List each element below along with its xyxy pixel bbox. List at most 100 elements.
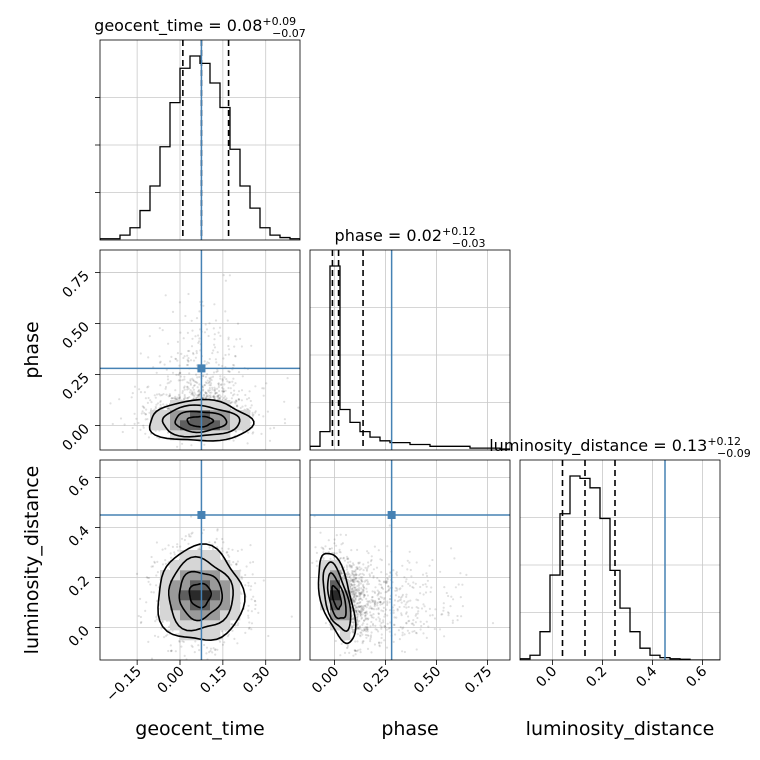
sample-point	[228, 381, 232, 384]
panel-phase-vs-geocent-time	[99, 249, 301, 451]
density-cell	[200, 610, 211, 621]
sample-point	[412, 624, 415, 627]
sample-point	[352, 621, 355, 624]
sample-point	[355, 609, 358, 612]
sample-point	[367, 600, 370, 604]
sample-point	[352, 578, 355, 581]
sample-point	[234, 382, 237, 385]
sample-point	[454, 586, 457, 589]
sample-point	[428, 564, 431, 567]
sample-point	[354, 588, 357, 591]
sample-point	[195, 373, 198, 376]
sample-point	[382, 610, 385, 613]
sample-point	[216, 387, 219, 390]
sample-point	[411, 630, 414, 633]
sample-point	[362, 569, 365, 572]
sample-point	[236, 642, 239, 645]
sample-point	[392, 611, 395, 615]
sample-point	[327, 551, 330, 554]
plot-area	[100, 250, 300, 450]
sample-point	[361, 608, 364, 611]
sample-point	[232, 377, 235, 380]
sample-point	[365, 603, 368, 606]
sample-point	[174, 650, 177, 653]
sample-point	[354, 572, 357, 575]
sample-point	[159, 399, 162, 403]
density-cell	[170, 590, 181, 601]
sample-point	[351, 598, 354, 601]
x-axis-label-geocent-time: geocent_time	[135, 718, 264, 740]
sample-point	[236, 624, 239, 627]
sample-point	[449, 605, 452, 608]
sample-point	[412, 581, 415, 584]
sample-point	[204, 375, 207, 378]
density-cell	[220, 560, 231, 571]
sample-point	[360, 608, 363, 612]
sample-point	[398, 638, 401, 641]
sample-point	[445, 591, 448, 595]
sample-point	[340, 572, 343, 575]
sample-point	[368, 607, 371, 610]
sample-point	[197, 644, 200, 647]
sample-point	[168, 625, 171, 628]
sample-point	[375, 618, 378, 621]
sample-point	[373, 603, 376, 606]
sample-point	[199, 393, 202, 396]
sample-point	[222, 390, 225, 393]
sample-point	[343, 651, 347, 655]
sample-point	[408, 561, 411, 564]
sample-point	[417, 599, 420, 602]
plot-area	[520, 460, 720, 660]
sample-point	[396, 609, 399, 612]
sample-point	[377, 597, 380, 600]
sample-point	[372, 616, 375, 619]
sample-point	[237, 622, 240, 625]
sample-point	[192, 353, 195, 356]
sample-point	[357, 595, 360, 598]
sample-point	[202, 394, 205, 397]
sample-point	[174, 395, 177, 398]
sample-point	[415, 598, 418, 601]
sample-point	[412, 586, 415, 589]
sample-point	[392, 609, 395, 612]
sample-point	[364, 566, 367, 569]
sample-point	[368, 600, 371, 603]
sample-point	[373, 590, 376, 593]
sample-point	[393, 623, 396, 627]
sample-point	[377, 592, 380, 595]
sample-point	[213, 333, 216, 336]
sample-point	[361, 633, 364, 636]
sample-point	[352, 590, 355, 593]
sample-point	[146, 418, 149, 421]
sample-point	[174, 397, 177, 400]
sample-point	[354, 568, 357, 571]
sample-point	[198, 310, 201, 313]
x-tick-label: 0.30	[240, 664, 273, 697]
sample-point	[408, 632, 411, 635]
sample-point	[372, 608, 376, 611]
sample-point	[353, 588, 356, 591]
sample-point	[450, 595, 453, 598]
sample-point	[351, 572, 354, 575]
sample-point	[150, 555, 153, 559]
sample-point	[351, 569, 354, 573]
sample-point	[333, 542, 336, 545]
sample-point	[352, 630, 355, 633]
frame	[309, 459, 511, 661]
sample-point	[356, 567, 359, 571]
sample-point	[205, 395, 208, 398]
sample-point	[214, 648, 217, 652]
sample-point	[421, 583, 425, 586]
sample-point	[209, 396, 212, 399]
contour-line	[161, 404, 241, 438]
sample-point	[178, 640, 181, 643]
sample-point	[377, 549, 380, 552]
sample-point	[219, 334, 222, 337]
sample-point	[247, 431, 250, 434]
sample-point	[403, 600, 406, 603]
sample-point	[254, 603, 257, 607]
x-tick-label: 0.00	[154, 664, 187, 697]
sample-point	[214, 541, 217, 544]
sample-point	[240, 548, 243, 551]
sample-point	[358, 593, 361, 596]
